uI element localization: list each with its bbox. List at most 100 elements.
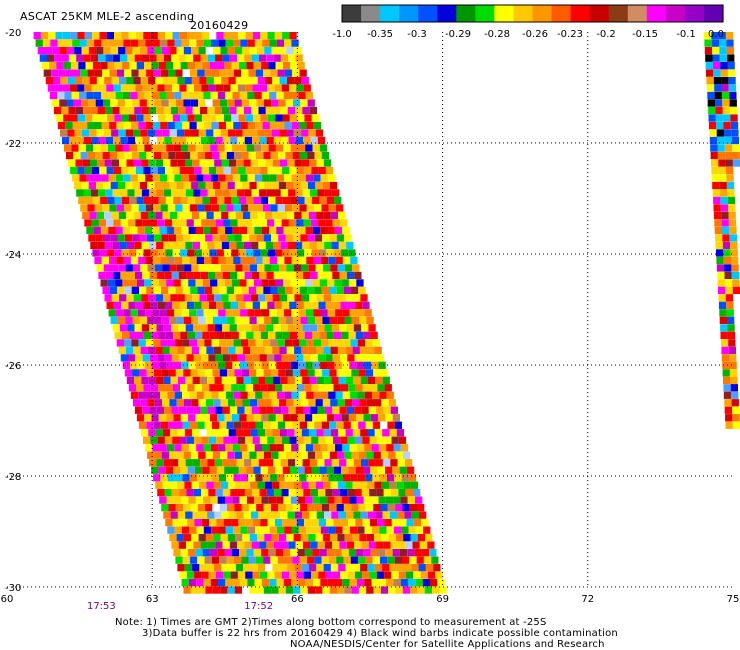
data-cell [179,301,187,309]
data-cell [199,211,207,220]
data-cell [152,444,160,452]
data-cell [214,459,223,467]
data-cell [331,376,339,384]
data-cell [182,421,191,429]
data-cell [83,189,91,197]
data-cell [188,226,196,235]
data-cell [252,354,260,362]
data-cell [157,84,165,92]
data-cell [235,47,243,55]
data-cell [390,406,398,414]
data-cell [172,436,180,444]
data-cell [192,159,200,167]
data-cell [228,159,237,167]
data-cell [148,294,156,302]
data-cell [201,436,209,444]
data-cell [353,459,361,467]
data-cell [340,301,348,309]
data-cell [231,114,239,122]
data-cell [301,399,309,407]
data-cell [149,136,157,145]
data-cell [259,489,267,497]
data-cell [728,84,737,92]
data-cell [307,451,316,459]
data-cell [374,481,382,489]
data-cell [725,414,733,422]
data-cell [89,77,97,85]
data-cell [271,399,279,407]
data-cell [721,84,729,92]
data-cell [299,151,308,160]
data-cell [245,249,254,257]
data-cell [220,586,228,594]
data-cell [214,429,222,437]
data-cell [85,62,93,70]
data-cell [124,286,132,294]
data-cell [102,151,110,160]
data-cell [235,129,243,137]
data-cell [315,451,323,459]
data-cell [158,331,166,339]
data-cell [274,436,282,444]
data-cell [64,39,73,47]
data-cell [173,466,181,474]
data-cell [369,436,377,444]
data-cell [201,489,209,497]
data-cell [384,436,392,444]
data-cell [250,564,258,572]
data-cell [213,481,221,489]
data-cell [98,271,106,280]
data-cell [222,541,230,549]
data-cell [330,399,338,407]
data-cell [365,556,373,564]
data-cell [226,69,234,77]
data-cell [280,106,288,115]
data-cell [207,459,215,467]
data-cell [281,436,290,444]
data-cell [209,519,217,527]
data-cell [194,166,202,175]
data-cell [214,511,222,519]
data-cell [122,279,130,287]
data-cell [266,324,274,332]
data-cell [321,339,329,347]
data-cell [197,369,206,377]
data-cell [196,391,204,399]
data-cell [168,69,176,77]
data-cell [174,121,183,130]
data-cell [323,346,331,354]
data-cell [316,211,324,220]
note-line-1: Note: 1) Times are GMT 2)Times along bot… [115,617,547,628]
data-cell [273,324,281,332]
data-cell [126,376,135,384]
data-cell [242,346,251,354]
data-cell [732,279,740,287]
data-cell [213,77,222,85]
data-cell [219,339,227,347]
data-cell [110,99,118,107]
data-cell [218,444,226,452]
data-cell [731,271,740,280]
data-cell [216,571,224,579]
data-cell [299,474,307,482]
data-cell [237,541,245,549]
data-cell [205,534,214,542]
data-cell [197,504,206,512]
data-cell [356,579,365,587]
data-cell [165,249,173,257]
data-cell [92,166,100,175]
data-cell [352,429,361,437]
data-cell [221,241,230,250]
data-cell [186,406,194,414]
data-cell [182,286,191,294]
data-cell [256,181,265,190]
data-cell [166,144,174,152]
data-cell [267,219,275,227]
data-cell [726,39,734,47]
data-cell [289,84,297,92]
data-cell [225,579,233,587]
data-cell [241,369,249,377]
data-cell [183,316,191,324]
data-cell [235,211,243,220]
data-cell [240,474,249,482]
